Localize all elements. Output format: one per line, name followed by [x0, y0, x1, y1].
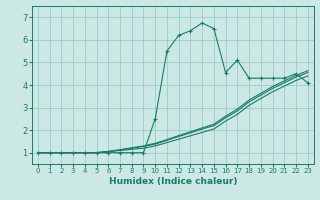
X-axis label: Humidex (Indice chaleur): Humidex (Indice chaleur): [108, 177, 237, 186]
